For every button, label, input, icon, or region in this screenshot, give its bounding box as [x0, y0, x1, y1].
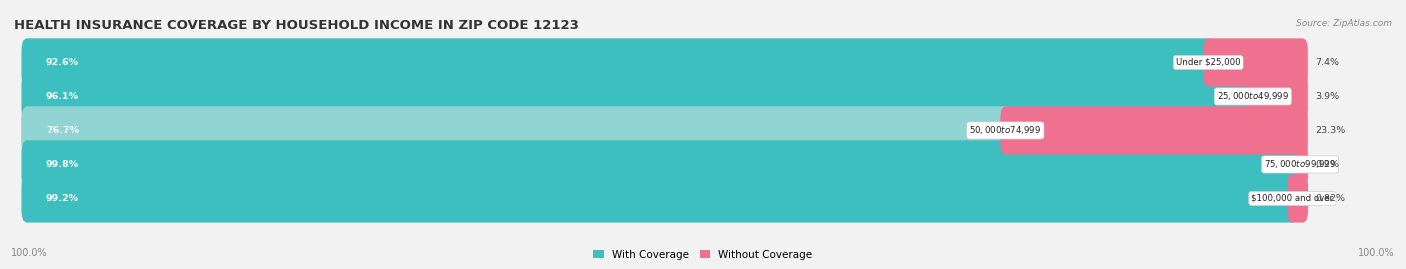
FancyBboxPatch shape [1204, 38, 1308, 87]
FancyBboxPatch shape [1000, 106, 1308, 155]
Text: 100.0%: 100.0% [1358, 248, 1395, 258]
Text: $50,000 to $74,999: $50,000 to $74,999 [969, 125, 1042, 136]
Text: 100.0%: 100.0% [11, 248, 48, 258]
Text: 92.6%: 92.6% [46, 58, 79, 67]
Text: Source: ZipAtlas.com: Source: ZipAtlas.com [1296, 19, 1392, 28]
FancyBboxPatch shape [21, 140, 1308, 189]
FancyBboxPatch shape [1295, 140, 1308, 189]
Text: 76.7%: 76.7% [46, 126, 79, 135]
FancyBboxPatch shape [21, 38, 1213, 87]
Text: $75,000 to $99,999: $75,000 to $99,999 [1264, 158, 1336, 171]
Text: HEALTH INSURANCE COVERAGE BY HOUSEHOLD INCOME IN ZIP CODE 12123: HEALTH INSURANCE COVERAGE BY HOUSEHOLD I… [14, 19, 579, 32]
Text: 0.82%: 0.82% [1316, 194, 1346, 203]
FancyBboxPatch shape [21, 106, 1011, 155]
Text: 3.9%: 3.9% [1316, 92, 1340, 101]
Text: 23.3%: 23.3% [1316, 126, 1346, 135]
FancyBboxPatch shape [21, 174, 1308, 223]
Text: 0.2%: 0.2% [1316, 160, 1340, 169]
Text: Under $25,000: Under $25,000 [1175, 58, 1240, 67]
Text: 99.8%: 99.8% [46, 160, 79, 169]
Text: $25,000 to $49,999: $25,000 to $49,999 [1216, 90, 1289, 102]
Text: $100,000 and over: $100,000 and over [1251, 194, 1333, 203]
FancyBboxPatch shape [21, 106, 1308, 155]
FancyBboxPatch shape [21, 174, 1298, 223]
FancyBboxPatch shape [21, 72, 1308, 121]
Legend: With Coverage, Without Coverage: With Coverage, Without Coverage [589, 245, 817, 264]
FancyBboxPatch shape [21, 140, 1305, 189]
Text: 96.1%: 96.1% [46, 92, 79, 101]
Text: 99.2%: 99.2% [46, 194, 79, 203]
FancyBboxPatch shape [21, 38, 1308, 87]
FancyBboxPatch shape [1288, 174, 1308, 223]
FancyBboxPatch shape [21, 72, 1258, 121]
FancyBboxPatch shape [1247, 72, 1308, 121]
Text: 7.4%: 7.4% [1316, 58, 1340, 67]
